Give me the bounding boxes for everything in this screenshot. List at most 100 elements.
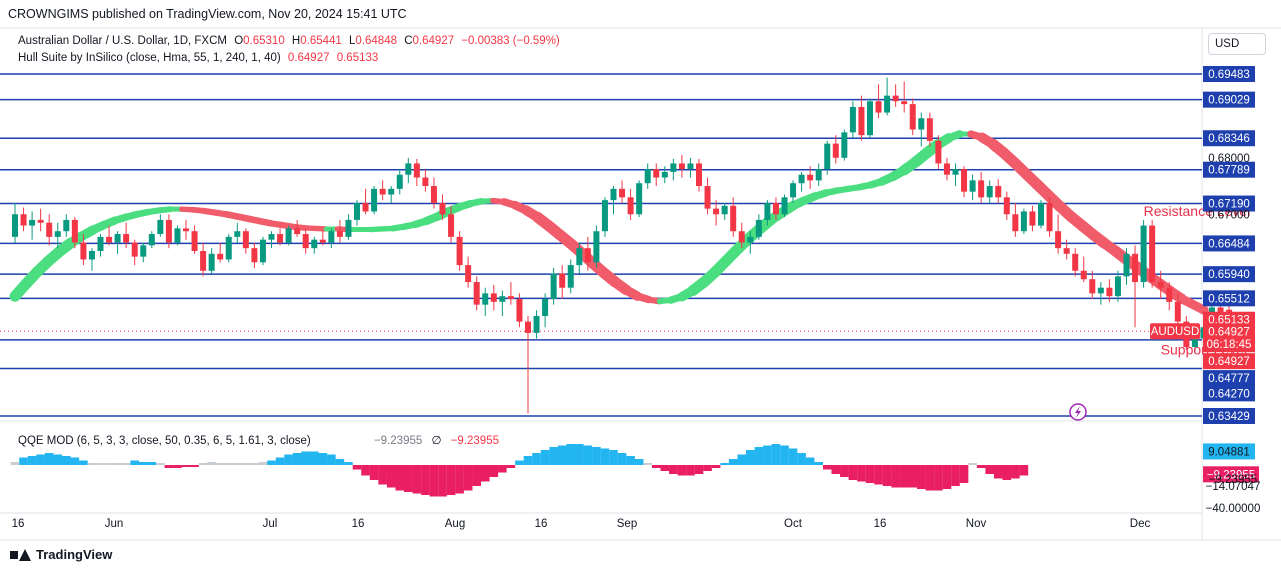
candle-body [867, 101, 873, 136]
candle-body [413, 163, 420, 178]
qqe-bar [301, 451, 310, 465]
qqe-bar [70, 457, 80, 465]
x-axis-label: Nov [966, 518, 987, 530]
price-label: 0.69029 [1208, 95, 1250, 107]
qqe-null-icon: ∅ [431, 435, 442, 447]
qqe-bar [609, 450, 618, 465]
qqe-bar [797, 453, 806, 465]
symbol-name: Australian Dollar / U.S. Dollar, 1D, FXC… [18, 35, 227, 47]
candle-body [430, 186, 437, 203]
qqe-bar [908, 465, 918, 488]
qqe-bar [523, 456, 533, 465]
symbol-legend[interactable]: Australian Dollar / U.S. Dollar, 1D, FXC… [18, 35, 560, 47]
qqe-bar [233, 463, 242, 465]
candle-body [696, 163, 702, 187]
open-label: O [234, 35, 244, 47]
qqe-bar [540, 450, 550, 465]
candle-body [88, 250, 95, 260]
change-value: −0.00383 (−0.59%) [461, 35, 560, 47]
tradingview-label: TradingView [36, 547, 113, 562]
close-value: 0.64927 [412, 35, 455, 47]
qqe-bar [840, 465, 849, 477]
price-label-bg [1203, 336, 1255, 353]
hull-segment-down [1188, 300, 1209, 315]
candle-body [268, 234, 275, 240]
qqe-bar [130, 460, 139, 465]
candle-body [200, 250, 207, 271]
qqe-bar [386, 465, 396, 488]
qqe-legend[interactable]: QQE MOD (6, 5, 3, 3, close, 50, 0.35, 6,… [18, 433, 499, 447]
qqe-bar [592, 447, 601, 465]
candle-body [217, 253, 224, 260]
qqe-bar [446, 465, 456, 495]
qqe-bar [62, 456, 71, 465]
candle-body [772, 202, 779, 215]
candle-body [1020, 211, 1027, 232]
candle-body [277, 234, 284, 243]
qqe-bar [532, 453, 541, 465]
qqe-bar [694, 465, 704, 474]
qqe-bar [480, 465, 490, 482]
currency-selector[interactable]: USD [1208, 33, 1266, 55]
qqe-bar [822, 465, 832, 470]
qqe-name: QQE MOD (6, 5, 3, 3, close, 50, 0.35, 6,… [18, 435, 311, 447]
candle-body [123, 234, 130, 243]
qqe-bar [865, 465, 875, 483]
qqe-bar [831, 465, 841, 474]
candle-body [636, 183, 643, 215]
candle-body [901, 101, 908, 105]
candle-body [259, 239, 266, 263]
candle-body [841, 132, 848, 158]
qqe-bar [1019, 465, 1029, 476]
candle-body [969, 180, 976, 192]
hull-value-2: 0.65133 [336, 52, 379, 64]
qqe-bar [669, 465, 678, 474]
candle-body [627, 197, 634, 215]
candle-body [371, 188, 378, 212]
qqe-bar [1002, 465, 1012, 480]
qqe-bar [10, 462, 20, 465]
candle-body [242, 231, 249, 249]
qqe-bar [515, 460, 524, 465]
currency-label: USD [1215, 38, 1240, 50]
candle-body [1123, 253, 1130, 277]
candle-body [849, 106, 856, 133]
qqe-bar [985, 465, 994, 474]
candle-body [1149, 225, 1156, 283]
price-label-bg [1203, 66, 1255, 82]
qqe-label-bg [1203, 443, 1255, 460]
candle-body [713, 208, 720, 215]
price-label: 0.68346 [1208, 133, 1250, 145]
candle-body [670, 163, 677, 172]
candle-body [909, 104, 916, 130]
candle-body [986, 186, 993, 198]
candle-body [935, 140, 942, 164]
price-tick-label: 0.67000 [1208, 209, 1250, 221]
qqe-bar [173, 465, 182, 468]
candle-body [29, 219, 36, 226]
price-label: 0.64777 [1208, 373, 1250, 385]
candle-body [755, 219, 762, 237]
qqe-bar [728, 459, 738, 465]
candle-body [1072, 253, 1079, 271]
candle-body [362, 202, 369, 212]
tradingview-brand[interactable]: TradingView [10, 547, 112, 562]
candle-body [294, 228, 301, 235]
low-value: 0.64848 [355, 35, 397, 47]
qqe-bar [959, 465, 969, 483]
candle-body [1055, 231, 1062, 249]
candle-body [46, 222, 53, 237]
lightning-icon[interactable] [1069, 403, 1087, 421]
qqe-bar [309, 451, 319, 465]
hull-name: Hull Suite by InSilico (close, Hma, 55, … [18, 52, 281, 64]
qqe-bar [882, 465, 892, 486]
hull-legend[interactable]: Hull Suite by InSilico (close, Hma, 55, … [18, 52, 378, 64]
candle-body [687, 163, 694, 170]
symbol-tag: AUDUSD [1151, 326, 1200, 338]
price-label-bg [1203, 370, 1255, 387]
qqe-bar [335, 459, 345, 465]
qqe-bar [53, 454, 63, 465]
candle-body [1038, 202, 1044, 226]
price-label: 0.67789 [1208, 165, 1250, 177]
